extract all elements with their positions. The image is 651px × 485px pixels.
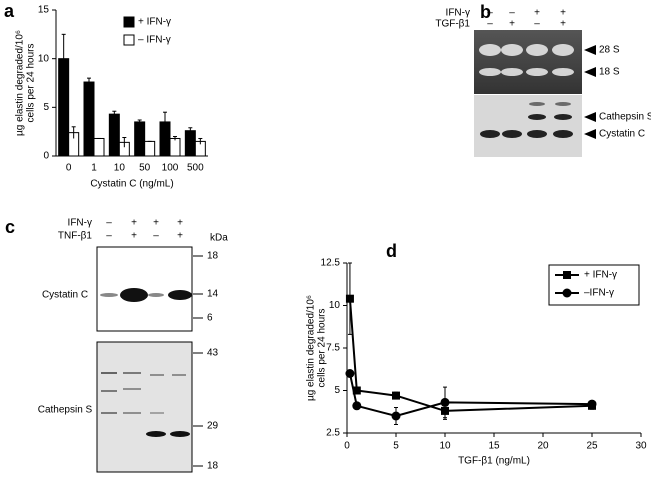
band-label: 28 S	[599, 45, 620, 56]
x-tick-label: 0	[344, 441, 350, 452]
x-tick-label: 5	[393, 441, 399, 452]
condition-sign: +	[131, 231, 137, 242]
condition-sign: –	[534, 19, 540, 30]
condition-sign: –	[487, 8, 493, 19]
bar	[144, 140, 156, 157]
panel-letter: b	[480, 2, 491, 22]
gel-cathepsin	[96, 341, 193, 473]
x-tick-label: 20	[537, 441, 549, 452]
x-tick-label: 0	[66, 163, 72, 174]
x-tick-label: 1	[91, 163, 97, 174]
y-tick-label: 5	[43, 102, 49, 113]
x-tick-label: 10	[114, 163, 126, 174]
blot-label: Cystatin C	[42, 290, 88, 301]
gel-bands	[479, 44, 574, 76]
condition-sign: –	[153, 231, 159, 242]
panel-letter: c	[5, 217, 15, 237]
y-tick-label: 7.5	[326, 343, 340, 354]
bar	[134, 121, 146, 157]
x-tick-label: 50	[139, 163, 151, 174]
condition-sign: +	[509, 19, 515, 30]
condition-sign: –	[487, 19, 493, 30]
panel-letter: d	[386, 241, 397, 261]
condition-sign: –	[509, 8, 515, 19]
condition-sign: +	[131, 218, 137, 229]
band-label: 18 S	[599, 67, 620, 78]
point	[352, 401, 362, 411]
bar	[108, 113, 120, 157]
y-tick-label: 5	[334, 385, 340, 396]
blot-bands	[100, 288, 192, 437]
blot-label: Cathepsin S	[38, 405, 93, 416]
bar	[93, 137, 105, 157]
bar	[169, 137, 181, 157]
x-tick-label: 10	[439, 441, 451, 452]
legend-swatch	[123, 34, 135, 46]
x-tick-label: 100	[162, 163, 179, 174]
condition-sign: –	[106, 218, 112, 229]
band-label: Cathepsin S	[599, 112, 651, 123]
size-marker: 43	[207, 348, 219, 359]
size-marker: 18	[207, 251, 219, 262]
legend-label: + IFN-γ	[138, 17, 171, 28]
size-marker: 29	[207, 421, 219, 432]
condition-sign: +	[177, 218, 183, 229]
legend-marker	[563, 271, 571, 279]
panel-letter: a	[4, 1, 15, 21]
condition-sign: +	[560, 8, 566, 19]
y-tick-label: 10	[329, 300, 341, 311]
condition-label: IFN-γ	[68, 218, 92, 229]
condition-label: TGF-β1	[435, 19, 470, 30]
point	[391, 411, 401, 421]
bar	[184, 130, 196, 157]
size-marker: 18	[207, 461, 219, 472]
gel-rna	[474, 30, 582, 94]
y-tick-label: 15	[38, 5, 50, 16]
y-tick-label: 12.5	[321, 258, 341, 269]
legend-swatch	[123, 16, 135, 28]
legend-label: + IFN-γ	[584, 270, 617, 281]
gel-bands-dark	[480, 102, 573, 138]
condition-sign: +	[177, 231, 183, 242]
y-axis-label: cells per 24 hours	[317, 309, 328, 388]
unit-label: kDa	[210, 233, 228, 244]
series-line	[348, 298, 593, 412]
condition-sign: –	[106, 231, 112, 242]
condition-sign: +	[153, 218, 159, 229]
x-axis-label: TGF-β1 (ng/mL)	[458, 456, 530, 467]
legend-marker	[562, 288, 572, 298]
arrowheads	[584, 45, 596, 139]
x-tick-label: 30	[635, 441, 647, 452]
point	[392, 391, 400, 400]
point	[587, 399, 597, 409]
condition-label: IFN-γ	[446, 8, 470, 19]
bar	[83, 81, 95, 157]
x-tick-label: 500	[187, 163, 204, 174]
point	[440, 397, 450, 407]
y-tick-label: 10	[38, 53, 50, 64]
gel-cystatin	[96, 246, 193, 332]
x-tick-label: 25	[586, 441, 598, 452]
y-tick-label: 0	[43, 151, 49, 162]
condition-label: TNF-β1	[58, 231, 93, 242]
x-tick-label: 15	[488, 441, 500, 452]
legend-label: –IFN-γ	[584, 288, 614, 299]
condition-sign: +	[560, 19, 566, 30]
size-marker: 6	[207, 313, 213, 324]
point	[345, 369, 355, 378]
condition-sign: +	[534, 8, 540, 19]
point	[352, 386, 361, 395]
size-marker: 14	[207, 289, 219, 300]
y-tick-label: 2.5	[326, 428, 340, 439]
y-axis-label: µg elastin degraded/10⁶	[306, 295, 317, 401]
y-axis-label: cells per 24 hours	[26, 44, 37, 123]
point	[345, 294, 354, 303]
x-axis-label: Cystatin C (ng/mL)	[90, 179, 173, 190]
legend-label: – IFN-γ	[138, 35, 171, 46]
y-axis-label: µg elastin degraded/10⁶	[15, 30, 26, 136]
band-label: Cystatin C	[599, 129, 645, 140]
